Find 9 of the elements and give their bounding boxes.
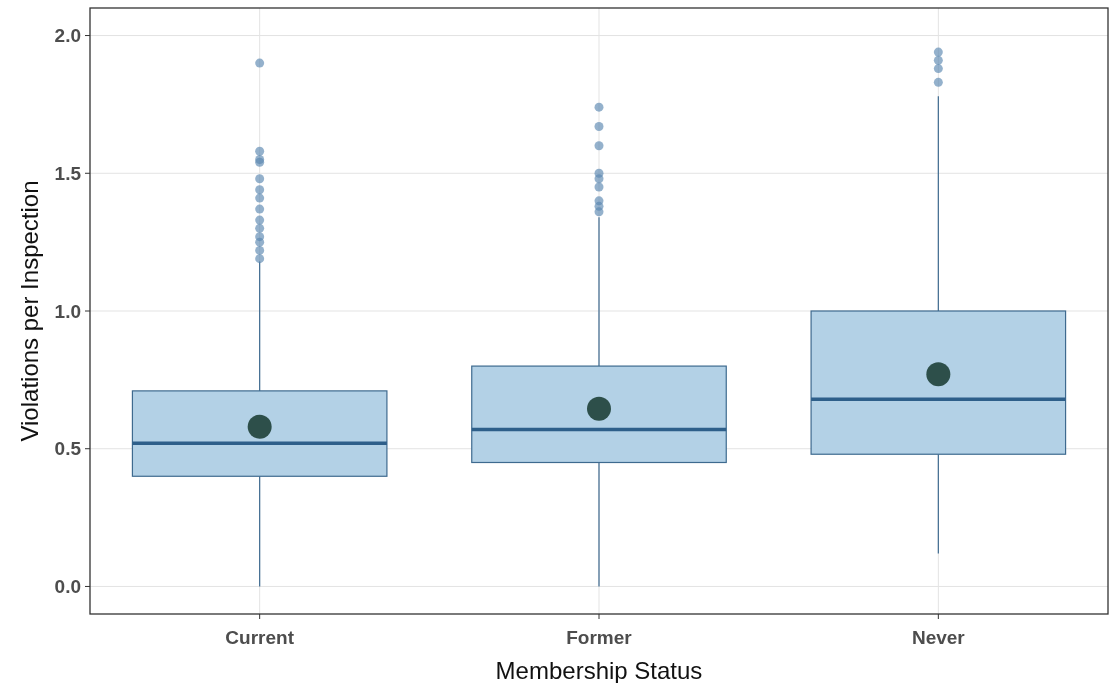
y-tick-label: 0.0	[54, 576, 81, 598]
y-tick-label: 2.0	[54, 25, 81, 47]
x-tick-label: Never	[911, 627, 966, 648]
y-axis-title: Violations per Inspection	[16, 180, 43, 442]
y-tick-label: 0.5	[54, 438, 82, 460]
x-tick-label: Former	[566, 627, 633, 648]
y-tick-label: 1.0	[54, 300, 81, 322]
x-tick-label: Current	[225, 627, 295, 648]
y-tick-label: 1.5	[54, 162, 82, 184]
